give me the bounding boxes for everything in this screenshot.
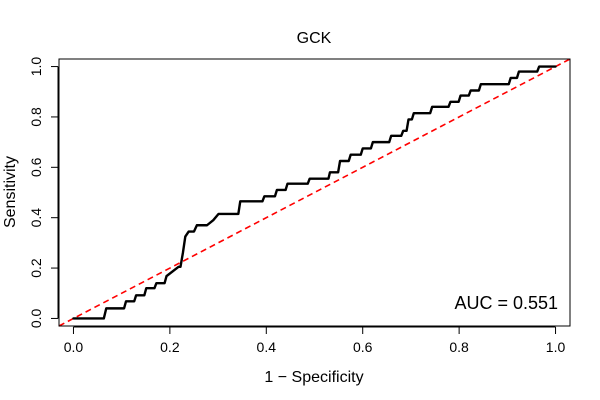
plot-area [58,58,571,327]
y-axis-label: Sensitivity [2,156,19,228]
roc-curve-line [72,65,557,320]
auc-annotation: AUC = 0.551 [454,293,558,313]
y-axis: 0.0 0.2 0.4 0.6 0.8 1.0 [28,57,59,328]
x-axis-label: 1 − Specificity [264,369,363,386]
y-tick-label: 0.4 [28,208,44,228]
x-tick-label: 0.6 [353,339,373,355]
x-tick-label: 0.2 [160,339,180,355]
x-tick-label: 0.8 [449,339,469,355]
y-tick-label: 0.2 [28,258,44,278]
y-tick-label: 1.0 [28,57,44,77]
chart-title: GCK [297,30,332,47]
x-tick-label: 0.4 [257,339,277,355]
x-axis: 0.0 0.2 0.4 0.6 0.8 1.0 [64,326,566,355]
y-tick-label: 0.8 [28,107,44,127]
plot-frame [58,58,571,327]
y-tick-label: 0.0 [28,308,44,328]
x-tick-label: 1.0 [546,339,566,355]
y-tick-label: 0.6 [28,157,44,177]
x-tick-label: 0.0 [64,339,84,355]
reference-diagonal-line [58,58,571,327]
